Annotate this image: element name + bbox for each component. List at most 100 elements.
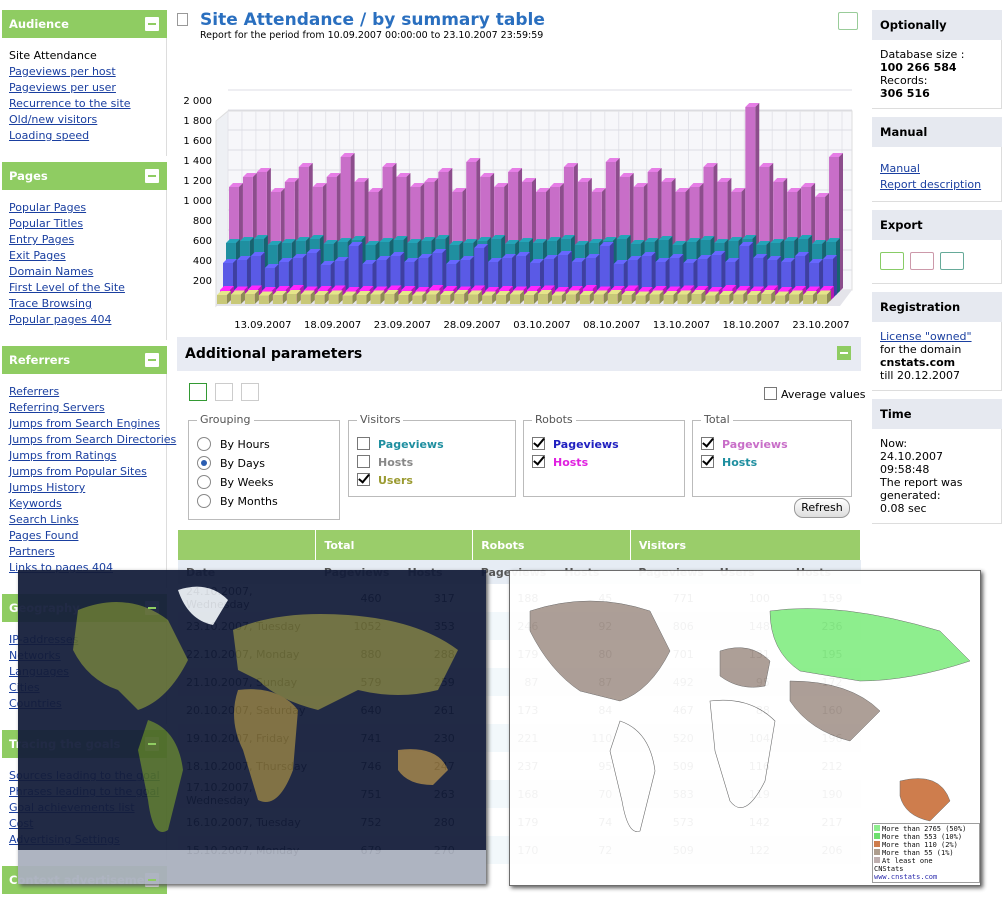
bar-top bbox=[244, 290, 259, 294]
nav-link[interactable]: Loading speed bbox=[9, 129, 90, 142]
nav-link[interactable]: Referring Servers bbox=[9, 401, 105, 414]
export-icon[interactable] bbox=[940, 252, 964, 270]
nav-link[interactable]: Jumps from Popular Sites bbox=[9, 465, 147, 478]
refresh-button[interactable]: Refresh bbox=[794, 498, 850, 518]
license-link[interactable]: License "owned" bbox=[880, 330, 972, 343]
nav-link[interactable]: Search Links bbox=[9, 513, 79, 526]
bar-side bbox=[567, 251, 572, 298]
bar bbox=[733, 294, 744, 304]
nav-link[interactable]: Keywords bbox=[9, 497, 62, 510]
nav-link[interactable]: Popular pages 404 bbox=[9, 313, 112, 326]
nav-link[interactable]: Old/new visitors bbox=[9, 113, 98, 126]
nav-link[interactable]: Pages Found bbox=[9, 529, 79, 542]
nav-link[interactable]: Referrers bbox=[9, 385, 60, 398]
legend-label: More than 55 (1%) bbox=[882, 849, 954, 857]
export-icon[interactable] bbox=[880, 252, 904, 270]
bar bbox=[669, 258, 680, 298]
bar-top bbox=[337, 238, 352, 242]
bar-top bbox=[725, 258, 740, 262]
checkbox-option[interactable]: Pageviews bbox=[701, 437, 788, 451]
manual-link[interactable]: Manual bbox=[880, 162, 920, 175]
bar-side bbox=[408, 291, 413, 304]
section-header: Audience bbox=[2, 10, 167, 38]
bar-view[interactable] bbox=[189, 383, 207, 401]
bar-top bbox=[533, 239, 547, 243]
average-toggle[interactable]: Average values bbox=[764, 387, 865, 401]
bar bbox=[537, 294, 548, 304]
nav-item: Pages Found bbox=[9, 528, 159, 544]
bar bbox=[438, 172, 449, 292]
bar-top bbox=[817, 290, 831, 295]
bar-top bbox=[303, 286, 318, 291]
bar-top bbox=[585, 254, 600, 258]
bar-side bbox=[520, 290, 524, 304]
nav-link[interactable]: Popular Titles bbox=[9, 217, 84, 230]
nav-link[interactable]: Jumps from Search Engines bbox=[9, 417, 160, 430]
bar-top bbox=[778, 287, 793, 291]
bar-top bbox=[264, 264, 279, 268]
nav-link[interactable]: Jumps from Ratings bbox=[9, 449, 117, 462]
bar-top bbox=[579, 291, 594, 295]
section-body bbox=[872, 240, 1002, 284]
bar bbox=[286, 294, 297, 304]
line-view[interactable] bbox=[215, 383, 233, 401]
bar-top bbox=[449, 241, 464, 245]
bar bbox=[468, 294, 479, 304]
bar-top bbox=[466, 158, 481, 162]
bar-top bbox=[677, 290, 692, 295]
bar-top bbox=[731, 188, 746, 192]
bar bbox=[621, 295, 632, 304]
nav-link[interactable]: Domain Names bbox=[9, 265, 94, 278]
collapse-icon bbox=[148, 743, 156, 745]
export-icon[interactable] bbox=[910, 252, 934, 270]
checkbox-option[interactable]: Pageviews bbox=[532, 437, 619, 451]
radio-option[interactable]: By Hours bbox=[197, 437, 270, 451]
bar bbox=[773, 182, 784, 292]
y-tick-label: 1 000 bbox=[183, 196, 212, 207]
bar-top bbox=[510, 290, 524, 295]
bar-top bbox=[379, 238, 394, 242]
nav-link[interactable]: Popular Pages bbox=[9, 201, 87, 214]
bar bbox=[809, 263, 820, 298]
radio-option[interactable]: By Weeks bbox=[197, 475, 273, 489]
x-tick-label: 08.10.2007 bbox=[583, 320, 640, 331]
nav-link[interactable]: Trace Browsing bbox=[9, 297, 92, 310]
nav-link[interactable]: Pageviews per user bbox=[9, 81, 116, 94]
bar bbox=[292, 258, 303, 298]
section-body: License "owned" for the domain cnstats.com… bbox=[872, 322, 1002, 391]
nav-link[interactable]: Pageviews per host bbox=[9, 65, 116, 78]
nav-link[interactable]: Partners bbox=[9, 545, 55, 558]
y-tick-label: 200 bbox=[193, 276, 212, 287]
group-header-row: Total Robots Visitors bbox=[178, 530, 862, 560]
collapse-button[interactable] bbox=[837, 346, 851, 360]
nav-link[interactable]: Jumps from Search Directories bbox=[9, 433, 177, 446]
bar bbox=[579, 295, 590, 304]
checkbox-option[interactable]: Hosts bbox=[701, 455, 757, 469]
nav-link[interactable]: Recurrence to the site bbox=[9, 97, 131, 110]
checkbox bbox=[357, 473, 370, 486]
filter-icon[interactable] bbox=[838, 12, 858, 30]
manual-link[interactable]: Report description bbox=[880, 178, 982, 191]
bar bbox=[761, 294, 772, 304]
bar-top bbox=[809, 259, 824, 263]
manual-item: Manual bbox=[880, 161, 993, 177]
checkbox-option[interactable]: Pageviews bbox=[357, 437, 444, 451]
nav-link[interactable]: First Level of the Site bbox=[9, 281, 125, 294]
nav-link[interactable]: Entry Pages bbox=[9, 233, 75, 246]
bar-top bbox=[607, 290, 622, 294]
checkbox-option[interactable]: Users bbox=[357, 473, 413, 487]
bar-top bbox=[351, 236, 366, 240]
checkbox-option[interactable]: Hosts bbox=[357, 455, 413, 469]
bar-top bbox=[292, 254, 307, 258]
bar bbox=[524, 295, 534, 304]
radio-option[interactable]: By Days bbox=[197, 456, 265, 470]
radio-option[interactable]: By Months bbox=[197, 494, 278, 508]
bar-top bbox=[474, 244, 489, 248]
column-view[interactable] bbox=[241, 383, 259, 401]
nav-link[interactable]: Exit Pages bbox=[9, 249, 66, 262]
checkbox-option[interactable]: Hosts bbox=[532, 455, 588, 469]
bar bbox=[697, 259, 708, 298]
bar-top bbox=[278, 258, 293, 262]
bar bbox=[745, 107, 756, 292]
nav-link[interactable]: Jumps History bbox=[9, 481, 86, 494]
